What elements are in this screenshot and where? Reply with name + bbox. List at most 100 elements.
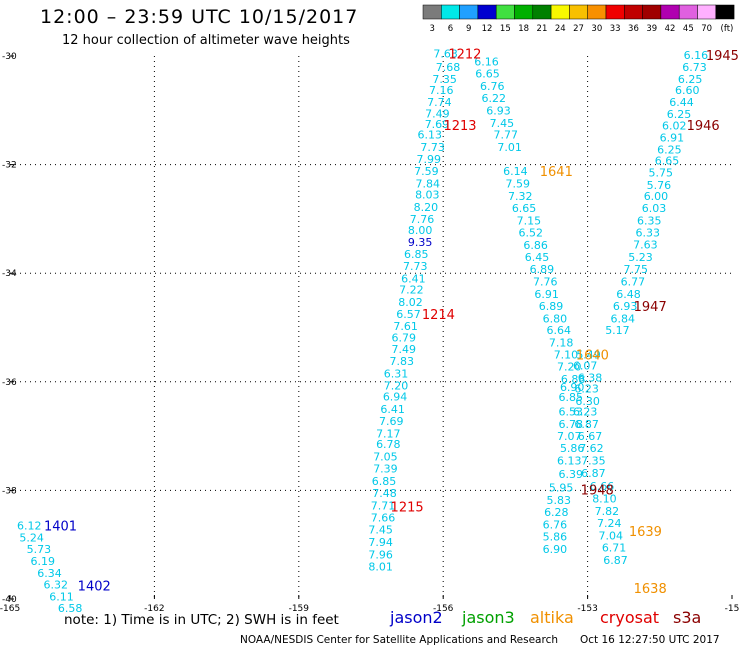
wave-height-point: 5.83 xyxy=(546,494,571,507)
colorbar-swatch xyxy=(715,4,735,20)
wave-height-point: 7.62 xyxy=(579,442,604,455)
wave-height-point: 7.76 xyxy=(533,275,558,288)
wave-height-point: 6.78 xyxy=(376,438,401,451)
wave-height-point: 6.93 xyxy=(613,300,638,313)
wave-height-point: 6.38 xyxy=(578,371,603,384)
time-label: 1638 xyxy=(634,582,667,597)
wave-height-point: 6.25 xyxy=(678,73,703,86)
wave-height-point: 6.13 xyxy=(557,455,582,468)
wave-height-point: 7.63 xyxy=(433,47,458,60)
wave-height-point: 7.24 xyxy=(597,517,622,530)
wave-height-point: 7.63 xyxy=(633,238,658,251)
wave-height-point: 6.03 xyxy=(642,202,667,215)
wave-height-point: 7.17 xyxy=(376,427,401,440)
time-label: 1639 xyxy=(629,525,662,540)
wave-height-point: 7.76 xyxy=(410,213,435,226)
colorbar-swatch xyxy=(660,4,680,20)
wave-height-point: 6.80 xyxy=(543,312,568,325)
wave-height-point: 6.32 xyxy=(43,578,68,591)
wave-height-point: 6.91 xyxy=(534,288,559,301)
colorbar-swatch xyxy=(697,4,717,20)
colorbar-swatch xyxy=(422,4,442,20)
colorbar-swatch xyxy=(477,4,497,20)
colorbar-label: 6 xyxy=(448,24,453,34)
wave-height-point: 6.90 xyxy=(560,381,585,394)
wave-height-point: 7.75 xyxy=(623,263,648,276)
wave-height-point: 8.01 xyxy=(368,560,393,573)
wave-height-point: 6.85 xyxy=(404,248,429,261)
wave-height-point: 6.84 xyxy=(610,312,635,325)
y-tick-label: -32 xyxy=(2,161,17,171)
wave-height-point: 7.59 xyxy=(414,165,439,178)
wave-height-point: 5.23 xyxy=(628,251,653,264)
wave-height-point: 6.28 xyxy=(544,506,569,519)
time-label: 1215 xyxy=(391,501,424,516)
wave-height-point: 6.16 xyxy=(474,55,499,68)
wave-height-point: 6.65 xyxy=(655,154,680,167)
time-label: 1945 xyxy=(706,49,739,64)
colorbar-swatch xyxy=(514,4,534,20)
wave-height-point: 6.87 xyxy=(574,418,599,431)
wave-height-point: 8.03 xyxy=(415,188,440,201)
wave-height-point: 7.94 xyxy=(368,536,393,549)
colorbar-swatch xyxy=(678,4,698,20)
colorbar-swatch xyxy=(605,4,625,20)
wave-height-point: 6.00 xyxy=(644,190,669,203)
colorbar-label: (ft) xyxy=(721,24,734,34)
wave-height-point: 5.76 xyxy=(647,179,672,192)
wave-height-point: 7.68 xyxy=(436,61,461,74)
wave-height-point: 8.02 xyxy=(398,296,423,309)
wave-height-point: 6.85 xyxy=(559,391,584,404)
wave-height-point: 6.14 xyxy=(503,165,528,178)
wave-height-point: 7.71 xyxy=(371,500,396,513)
wave-height-point: 7.10 xyxy=(554,349,579,362)
wave-height-point: 6.76 xyxy=(480,80,505,93)
wave-height-point: 6.73 xyxy=(682,61,707,74)
wave-height-point: 7.61 xyxy=(393,320,418,333)
legend-jason3: jason3 xyxy=(462,608,515,627)
y-tick-label: -30 xyxy=(2,52,17,62)
colorbar-swatch xyxy=(495,4,515,20)
wave-height-point: 6.93 xyxy=(486,104,511,117)
legend-s3a: s3a xyxy=(673,608,702,627)
colorbar-swatch xyxy=(550,4,570,20)
wave-height-point: 6.79 xyxy=(391,331,416,344)
wave-height-point: 7.05 xyxy=(373,451,398,464)
wave-height-point: 7.45 xyxy=(490,117,515,130)
y-tick-label: -36 xyxy=(2,378,17,388)
colorbar: 3 6 9 12 15 18 21 24 27 30 33 36 39 42 45 70 (ft) xyxy=(422,4,735,34)
wave-height-point: 6.44 xyxy=(669,96,694,109)
time-label: 1214 xyxy=(422,308,455,323)
colorbar-label: 36 xyxy=(628,24,639,34)
colorbar-label: 42 xyxy=(665,24,676,34)
wave-height-point: 8.00 xyxy=(408,224,433,237)
wave-height-point: 6.41 xyxy=(401,273,426,286)
wave-height-point: 5.86 xyxy=(543,531,568,544)
x-tick-label: -15 xyxy=(725,604,740,614)
wave-height-point: 6.25 xyxy=(667,108,692,121)
time-label: 1401 xyxy=(44,520,77,535)
colorbar-label: 12 xyxy=(482,24,493,34)
legend-jason2: jason2 xyxy=(390,608,443,627)
wave-height-point: 7.49 xyxy=(391,343,416,356)
wave-height-point: 8.20 xyxy=(414,201,439,214)
wave-height-point: 6.34 xyxy=(37,567,62,580)
colorbar-label: 3 xyxy=(429,24,434,34)
wave-height-point: 7.69 xyxy=(379,415,404,428)
wave-height-point: 6.25 xyxy=(657,143,682,156)
colorbar-swatch xyxy=(569,4,588,20)
wave-height-point: 6.65 xyxy=(512,202,537,215)
wave-height-point: 6.02 xyxy=(662,120,687,133)
wave-height-point: 6.16 xyxy=(684,49,709,62)
time-label: 1948 xyxy=(581,483,614,498)
wave-height-point: 6.90 xyxy=(543,543,568,556)
wave-height-point: 6.57 xyxy=(396,308,421,321)
wave-height-point: 5.17 xyxy=(605,324,630,337)
x-tick-label: -159 xyxy=(289,604,310,614)
wave-height-point: 9.35 xyxy=(408,236,433,249)
y-tick-label: -38 xyxy=(2,486,17,496)
wave-height-point: 7.48 xyxy=(372,487,397,500)
wave-height-point: 6.12 xyxy=(17,520,42,533)
wave-height-point: 6.30 xyxy=(575,395,600,408)
